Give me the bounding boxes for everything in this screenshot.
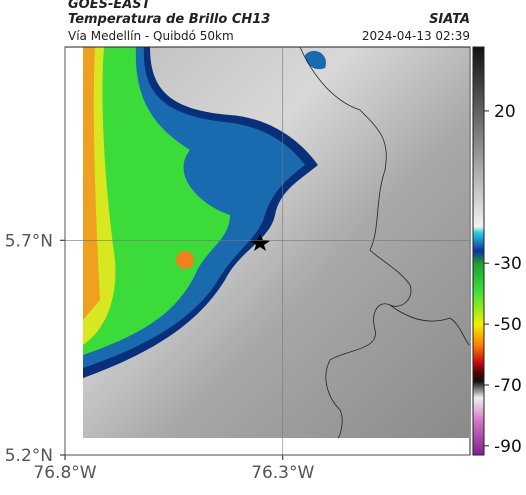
y-tick-label: 5.2°N xyxy=(5,446,53,466)
source: GOES-EAST xyxy=(68,0,152,12)
x-tick-label: 76.8°W xyxy=(33,463,96,483)
timestamp: 2024-04-13 02:39 xyxy=(362,29,470,43)
colorbar-tick-label: -50 xyxy=(494,315,522,335)
colorbar xyxy=(472,46,485,456)
colorbar-tick-label: -30 xyxy=(494,254,522,274)
x-tick-label: 76.3°W xyxy=(251,463,314,483)
title: Temperatura de Brillo CH13 xyxy=(68,12,270,27)
org: SIATA xyxy=(429,12,470,27)
axes: 76.8°W 76.3°W 5.7°N 5.2°N 20 -30 -50 -70 -90 xyxy=(5,47,522,483)
colorbar-tick-label: -90 xyxy=(494,437,522,457)
subtitle: Vía Medellín - Quibdó 50km xyxy=(68,29,234,43)
colorbar-tick-label: 20 xyxy=(494,102,516,122)
colorbar-tick-label: -70 xyxy=(494,376,522,396)
y-tick-label: 5.7°N xyxy=(5,231,53,251)
imagery xyxy=(83,46,470,439)
